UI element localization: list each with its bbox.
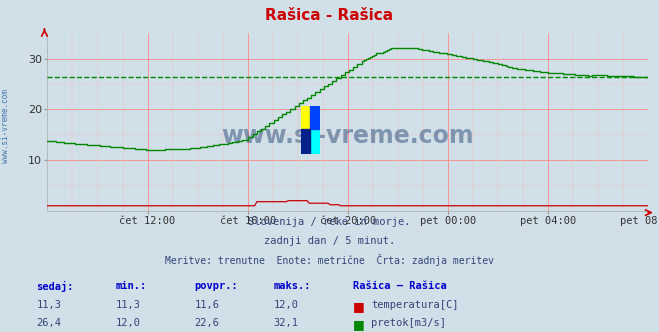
- Text: Slovenija / reke in morje.: Slovenija / reke in morje.: [248, 217, 411, 227]
- Text: 32,1: 32,1: [273, 318, 299, 328]
- Text: 11,6: 11,6: [194, 300, 219, 310]
- Text: www.si-vreme.com: www.si-vreme.com: [221, 124, 474, 148]
- Text: maks.:: maks.:: [273, 281, 311, 290]
- Text: zadnji dan / 5 minut.: zadnji dan / 5 minut.: [264, 236, 395, 246]
- Text: 22,6: 22,6: [194, 318, 219, 328]
- Text: Rašica - Rašica: Rašica - Rašica: [266, 8, 393, 23]
- Text: sedaj:: sedaj:: [36, 281, 74, 291]
- Text: Rašica – Rašica: Rašica – Rašica: [353, 281, 446, 290]
- Text: www.si-vreme.com: www.si-vreme.com: [1, 89, 10, 163]
- Text: min.:: min.:: [115, 281, 146, 290]
- Text: 12,0: 12,0: [273, 300, 299, 310]
- Text: ■: ■: [353, 300, 364, 313]
- Text: 11,3: 11,3: [115, 300, 140, 310]
- Text: Meritve: trenutne  Enote: metrične  Črta: zadnja meritev: Meritve: trenutne Enote: metrične Črta: …: [165, 254, 494, 266]
- Text: 12,0: 12,0: [115, 318, 140, 328]
- Text: ■: ■: [353, 318, 364, 331]
- Text: pretok[m3/s]: pretok[m3/s]: [371, 318, 446, 328]
- Text: povpr.:: povpr.:: [194, 281, 238, 290]
- Text: 26,4: 26,4: [36, 318, 61, 328]
- Text: 11,3: 11,3: [36, 300, 61, 310]
- Text: temperatura[C]: temperatura[C]: [371, 300, 459, 310]
